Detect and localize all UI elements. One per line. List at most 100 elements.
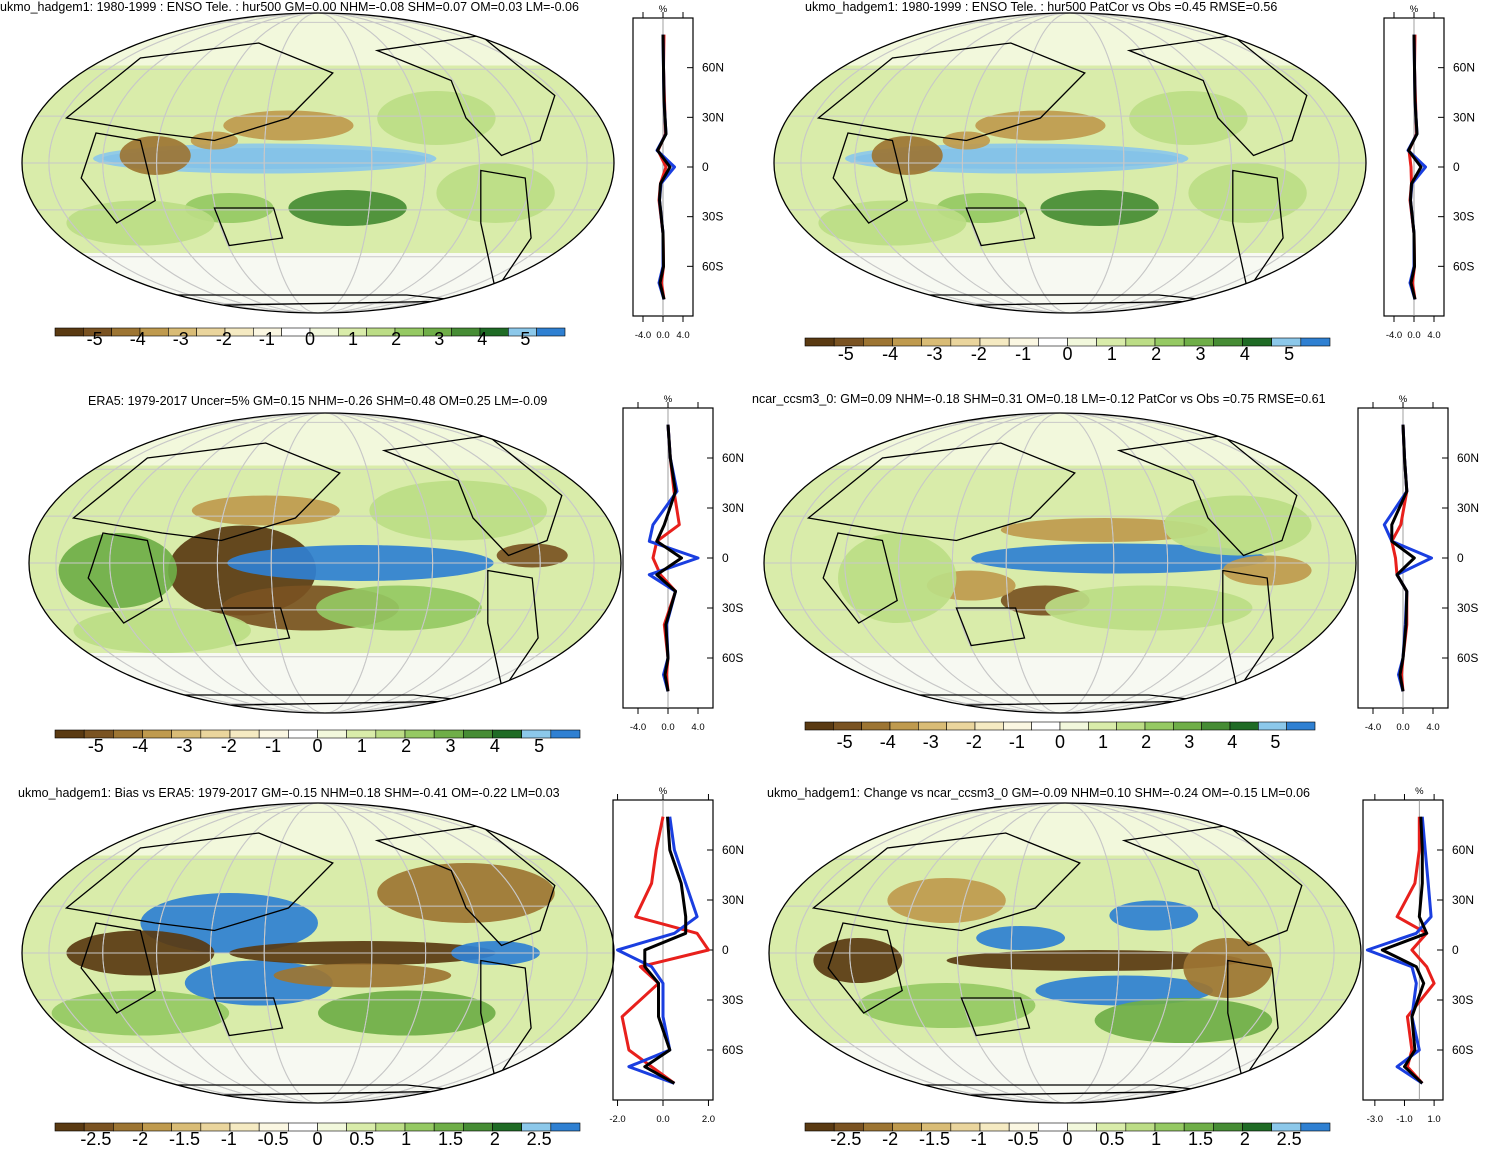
- colorbar-tick-label: 3: [1195, 344, 1205, 364]
- coastline: [64, 832, 334, 932]
- profile-x-label: -4.0: [1365, 722, 1381, 733]
- graticule-line: [156, 13, 480, 313]
- colorbar-swatch: [1003, 721, 1032, 731]
- coastline: [213, 997, 284, 1037]
- profile-unit: %: [659, 786, 668, 797]
- profile-x-label: 4.0: [691, 722, 704, 733]
- graticule-line: [1005, 413, 1115, 713]
- profile-lat-label: 60N: [722, 451, 744, 465]
- panel-3: ERA5: 1979-2017 Uncer=5% GM=0.15 NHM=-0.…: [0, 380, 745, 770]
- profile-curve-black: [655, 424, 683, 692]
- colorbar-tick-label: -3: [926, 344, 942, 364]
- profile-x-label: 0.0: [661, 722, 674, 733]
- profile-lat-label: 60S: [1452, 1043, 1473, 1057]
- map-anomaly-region: [813, 938, 903, 983]
- map-anomaly-region: [1163, 495, 1312, 556]
- profile-curve-blue: [647, 424, 700, 692]
- map-anomaly-region: [871, 136, 943, 175]
- colorbar-tick-label: 0.5: [349, 1129, 374, 1149]
- colorbar-swatch: [1031, 721, 1061, 731]
- map-anomaly-region: [436, 163, 555, 223]
- zonal-profile-2: % 60N 30N 0 30S 60S -4.0 0.0 4.0: [1383, 4, 1475, 341]
- colorbar-tick-label: -4: [130, 329, 146, 349]
- panel-6: ukmo_hadgem1: Change vs ncar_ccsm3_0 GM=…: [745, 770, 1491, 1156]
- colorbar-swatch: [54, 327, 84, 337]
- map-5: [22, 803, 614, 1103]
- zonal-profile-3: % 60N 30N 0 30S 60S -4.0 0.0 4.0: [622, 394, 744, 733]
- profile-unit: %: [1415, 786, 1424, 797]
- map-band: [29, 413, 621, 466]
- profile-curve-black: [643, 816, 688, 1085]
- map-6: [769, 803, 1361, 1103]
- profile-unit: %: [659, 4, 668, 15]
- colorbar-tick-label: -1: [221, 1129, 237, 1149]
- coastline: [374, 824, 556, 947]
- colorbar-tick-label: -2.5: [80, 1129, 111, 1149]
- graticule-line: [270, 413, 380, 713]
- graticule-line: [263, 13, 373, 313]
- colorbar-tick-label: -3: [923, 732, 939, 752]
- colorbar-swatch: [1229, 721, 1259, 731]
- map-anomaly-region: [1035, 975, 1213, 1006]
- colorbar-swatch: [463, 729, 493, 739]
- colorbar-tick-label: 1: [1107, 344, 1117, 364]
- map-anomaly-region: [119, 136, 191, 175]
- colorbar-tick-label: 1.5: [1188, 1129, 1213, 1149]
- coastline: [381, 434, 563, 557]
- map-anomaly-region: [857, 983, 1036, 1028]
- profile-lat-label: 30N: [1453, 110, 1475, 124]
- map-anomaly-region: [58, 533, 177, 608]
- profile-lat-label: 30N: [1457, 501, 1479, 515]
- panel-1: ukmo_hadgem1: 1980-1999 : ENSO Tele. : h…: [0, 0, 745, 380]
- colorbar-tick-label: 1: [348, 329, 358, 349]
- panel-title: ncar_ccsm3_0: GM=0.09 NHM=-0.18 SHM=0.31…: [752, 392, 1326, 406]
- colorbar-tick-label: 0: [305, 329, 315, 349]
- colorbar-tick-label: 4: [477, 329, 487, 349]
- colorbar-tick-label: 4: [490, 736, 500, 756]
- graticule-line: [790, 413, 1330, 713]
- colorbar-tick-label: 0: [312, 1129, 322, 1149]
- map-anomaly-region: [223, 110, 354, 141]
- colorbar-swatch: [804, 721, 834, 731]
- zonal-profile-6: % 60N 30N 0 30S 60S -3.0 -1.0 1.0: [1362, 786, 1474, 1125]
- map-anomaly-region: [838, 533, 957, 623]
- profile-lat-label: 30N: [1452, 893, 1474, 907]
- colorbar-tick-label: 4: [1227, 732, 1237, 752]
- colorbar-swatch: [1088, 721, 1117, 731]
- colorbar-tick-label: -5: [88, 736, 104, 756]
- graticule-line: [48, 803, 588, 1103]
- graticule-line: [109, 413, 541, 713]
- graticule-line: [956, 803, 1174, 1103]
- coastline: [71, 442, 341, 542]
- graticule-line: [908, 13, 1232, 313]
- panel-2: ukmo_hadgem1: 1980-1999 : ENSO Tele. : h…: [745, 0, 1491, 380]
- profile-x-label: 0.0: [1396, 722, 1409, 733]
- graticule-line: [102, 13, 534, 313]
- colorbar-tick-label: -2: [971, 344, 987, 364]
- map-3: [29, 413, 621, 713]
- profile-lat-label: 30S: [722, 601, 743, 615]
- graticule-line: [903, 803, 1227, 1103]
- map-band: [22, 13, 614, 66]
- zonal-profile-5: % 60N 30N 0 30S 60S -2.0 0.0 2.0: [609, 786, 744, 1125]
- map-border: [763, 412, 1357, 714]
- map-anomaly-region: [1045, 585, 1253, 631]
- colorbar-tick-label: -2.5: [830, 1129, 861, 1149]
- colorbar-tick-label: 3: [1184, 732, 1194, 752]
- colorbar-swatch: [1258, 721, 1287, 731]
- panel-title: ERA5: 1979-2017 Uncer=5% GM=0.15 NHM=-0.…: [88, 394, 548, 408]
- colorbar-tick-label: 5: [1284, 344, 1294, 364]
- colorbar-tick-label: 1: [1151, 1129, 1161, 1149]
- colorbar-swatch: [1300, 337, 1331, 347]
- graticule-line: [1015, 13, 1125, 313]
- map-border: [21, 802, 615, 1104]
- graticule-line: [209, 803, 427, 1103]
- coastline: [806, 442, 1076, 542]
- profile-x-label: -4.0: [630, 722, 646, 733]
- profile-unit: %: [664, 394, 673, 405]
- panel-title: ukmo_hadgem1: 1980-1999 : ENSO Tele. : h…: [0, 0, 579, 14]
- profile-curve-black: [1390, 424, 1416, 692]
- colorbar-swatch: [451, 327, 481, 337]
- colorbar-tick-label: -2: [882, 1129, 898, 1149]
- map-border: [21, 12, 615, 314]
